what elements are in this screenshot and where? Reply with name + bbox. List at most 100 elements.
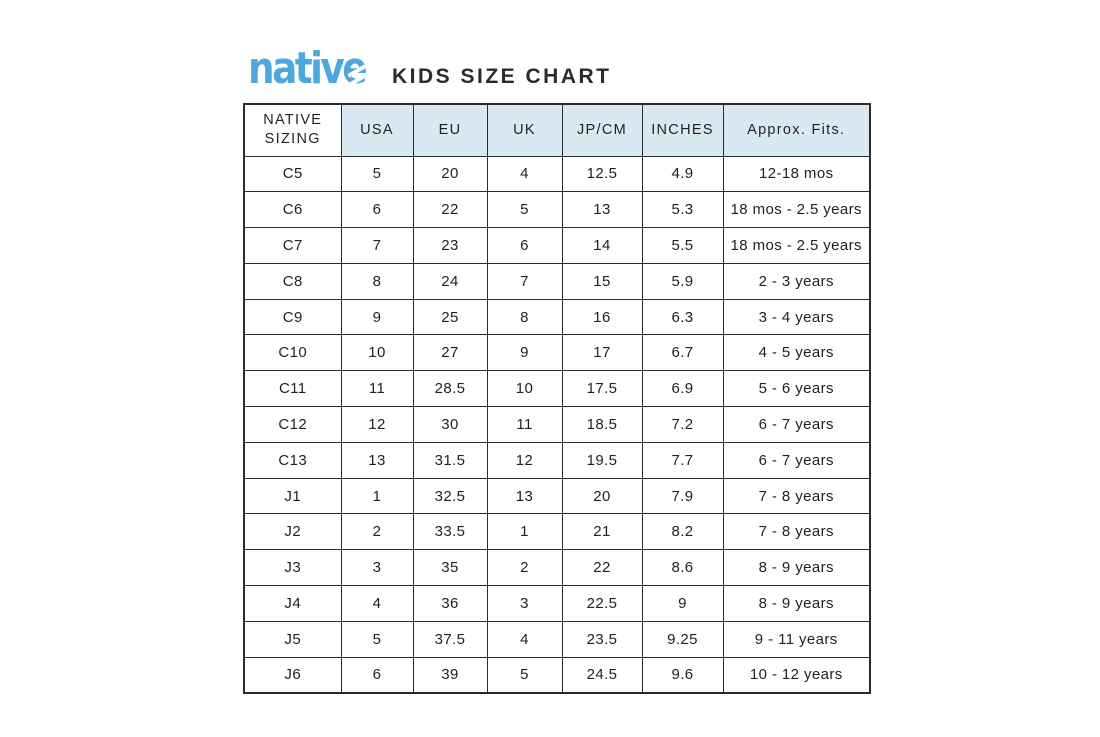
- size-value-cell: 9: [486, 334, 563, 372]
- column-header-usa: USA: [340, 103, 414, 157]
- table-row: C13 13 31.5 12 19.5 7.7 6 - 7 years: [243, 441, 871, 479]
- native-sizing-cell: J3: [243, 549, 342, 587]
- size-value-cell: 20: [561, 477, 643, 515]
- size-value-cell: 8.2: [641, 513, 724, 551]
- size-value-cell: 32.5: [412, 477, 488, 515]
- native-sizing-cell: C11: [243, 370, 342, 408]
- native-sizing-cell: C10: [243, 334, 342, 372]
- size-value-cell: 11: [486, 406, 563, 443]
- size-value-cell: 1: [340, 477, 414, 515]
- size-value-cell: 6.9: [641, 370, 724, 408]
- size-value-cell: 5 - 6 years: [722, 370, 871, 408]
- native-sizing-cell: C12: [243, 406, 342, 443]
- size-value-cell: 20: [412, 155, 488, 193]
- size-value-cell: 4.9: [641, 155, 724, 193]
- size-value-cell: 8 - 9 years: [722, 549, 871, 587]
- size-value-cell: 4 - 5 years: [722, 334, 871, 372]
- size-value-cell: 7.7: [641, 441, 724, 479]
- size-value-cell: 24.5: [561, 656, 643, 694]
- size-value-cell: 10: [340, 334, 414, 372]
- size-value-cell: 8 - 9 years: [722, 585, 871, 622]
- size-value-cell: 5.5: [641, 227, 724, 264]
- size-value-cell: 6 - 7 years: [722, 441, 871, 479]
- size-value-cell: 39: [412, 656, 488, 694]
- size-value-cell: 10: [486, 370, 563, 408]
- size-value-cell: 18.5: [561, 406, 643, 443]
- size-value-cell: 30: [412, 406, 488, 443]
- size-value-cell: 18 mos - 2.5 years: [722, 191, 871, 229]
- table-row: J2 2 33.5 1 21 8.2 7 - 8 years: [243, 513, 871, 551]
- size-value-cell: 7 - 8 years: [722, 477, 871, 515]
- native-sizing-cell: C9: [243, 298, 342, 336]
- size-value-cell: 3: [340, 549, 414, 587]
- size-value-cell: 1: [486, 513, 563, 551]
- size-value-cell: 15: [561, 262, 643, 300]
- size-table-body: C5 5 20 4 12.5 4.9 12-18 mos C6 6 22 5 13 5.3 18 mos …: [243, 155, 871, 694]
- size-value-cell: 5: [486, 656, 563, 694]
- native-sizing-cell: J6: [243, 656, 342, 694]
- table-row: C6 6 22 5 13 5.3 18 mos - 2.5 years: [243, 191, 871, 229]
- size-value-cell: 8: [340, 262, 414, 300]
- page-title: KIDS SIZE CHART: [392, 65, 612, 88]
- size-value-cell: 8.6: [641, 549, 724, 587]
- size-value-cell: 37.5: [412, 620, 488, 658]
- size-value-cell: 7.2: [641, 406, 724, 443]
- table-row: C7 7 23 6 14 5.5 18 mos - 2.5 years: [243, 227, 871, 264]
- native-sizing-cell: J1: [243, 477, 342, 515]
- size-value-cell: 28.5: [412, 370, 488, 408]
- size-value-cell: 19.5: [561, 441, 643, 479]
- size-value-cell: 8: [486, 298, 563, 336]
- size-value-cell: 13: [340, 441, 414, 479]
- size-value-cell: 16: [561, 298, 643, 336]
- size-value-cell: 18 mos - 2.5 years: [722, 227, 871, 264]
- native-sizing-cell: C7: [243, 227, 342, 264]
- column-header-jpcm: JP/CM: [561, 103, 643, 157]
- size-value-cell: 3 - 4 years: [722, 298, 871, 336]
- native-sizing-cell: C8: [243, 262, 342, 300]
- column-header-approx-fits: Approx. Fits.: [722, 103, 871, 157]
- size-value-cell: 9: [340, 298, 414, 336]
- size-value-cell: 22.5: [561, 585, 643, 622]
- column-header-native-sizing: NATIVE SIZING: [243, 103, 342, 157]
- native-sizing-cell: J2: [243, 513, 342, 551]
- column-header-uk: UK: [486, 103, 563, 157]
- column-header-inches: INCHES: [641, 103, 724, 157]
- size-value-cell: 33.5: [412, 513, 488, 551]
- table-row: J5 5 37.5 4 23.5 9.25 9 - 11 years: [243, 620, 871, 658]
- size-value-cell: 6: [340, 191, 414, 229]
- size-value-cell: 7.9: [641, 477, 724, 515]
- size-value-cell: 4: [340, 585, 414, 622]
- table-row: C10 10 27 9 17 6.7 4 - 5 years: [243, 334, 871, 372]
- size-value-cell: 6: [486, 227, 563, 264]
- size-value-cell: 5: [340, 620, 414, 658]
- size-value-cell: 17.5: [561, 370, 643, 408]
- table-row: J3 3 35 2 22 8.6 8 - 9 years: [243, 549, 871, 587]
- native-logo: native: [248, 46, 369, 92]
- size-value-cell: 24: [412, 262, 488, 300]
- size-value-cell: 22: [561, 549, 643, 587]
- size-value-cell: 13: [561, 191, 643, 229]
- size-value-cell: 5: [340, 155, 414, 193]
- size-value-cell: 12: [486, 441, 563, 479]
- column-header-eu: EU: [412, 103, 488, 157]
- size-value-cell: 12-18 mos: [722, 155, 871, 193]
- table-row: J1 1 32.5 13 20 7.9 7 - 8 years: [243, 477, 871, 515]
- size-value-cell: 3: [486, 585, 563, 622]
- native-sizing-cell: J4: [243, 585, 342, 622]
- size-value-cell: 12.5: [561, 155, 643, 193]
- size-value-cell: 36: [412, 585, 488, 622]
- size-value-cell: 10 - 12 years: [722, 656, 871, 694]
- size-value-cell: 21: [561, 513, 643, 551]
- size-value-cell: 6.7: [641, 334, 724, 372]
- size-value-cell: 9 - 11 years: [722, 620, 871, 658]
- table-row: J6 6 39 5 24.5 9.6 10 - 12 years: [243, 656, 871, 694]
- size-value-cell: 9.25: [641, 620, 724, 658]
- size-value-cell: 6: [340, 656, 414, 694]
- native-sizing-cell: C6: [243, 191, 342, 229]
- size-value-cell: 9: [641, 585, 724, 622]
- native-sizing-cell: J5: [243, 620, 342, 658]
- size-value-cell: 23: [412, 227, 488, 264]
- native-sizing-cell: C13: [243, 441, 342, 479]
- size-value-cell: 13: [486, 477, 563, 515]
